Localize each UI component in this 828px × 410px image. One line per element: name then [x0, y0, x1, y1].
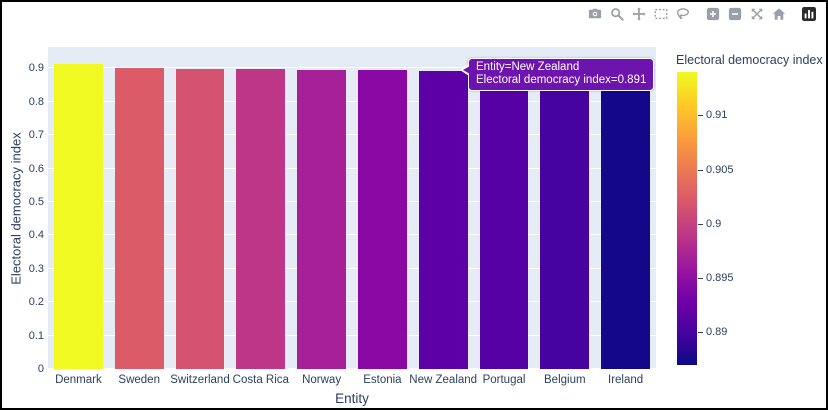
y-tick-label: 0.6 — [28, 162, 44, 175]
zoom-in-icon[interactable] — [704, 5, 722, 23]
bar-ireland[interactable] — [601, 72, 650, 369]
gridline — [48, 334, 656, 336]
y-tick-label: 0.3 — [28, 262, 44, 275]
gridline — [48, 267, 656, 269]
colorbar-tick-label: 0.9 — [706, 217, 722, 230]
y-tick-label: 0.2 — [28, 296, 44, 309]
y-tick-label: 0.4 — [28, 229, 44, 242]
bar-estonia[interactable] — [358, 70, 407, 369]
lasso-icon[interactable] — [674, 5, 692, 23]
pan-icon[interactable] — [630, 5, 648, 23]
x-tick-label: Estonia — [363, 374, 402, 386]
colorbar-tick-mark — [698, 169, 703, 171]
bar-new-zealand[interactable] — [418, 71, 468, 369]
bar-portugal[interactable] — [479, 71, 529, 369]
colorbar-tick-label: 0.91 — [706, 109, 728, 122]
gridline — [48, 134, 656, 136]
x-tick-label: Portugal — [482, 374, 526, 386]
x-tick-label: Denmark — [55, 374, 102, 386]
colorbar-tick-mark — [698, 115, 703, 117]
colorbar-tick-mark — [698, 278, 703, 280]
colorbar-tick-label: 0.905 — [706, 163, 734, 176]
x-tick-label: Costa Rica — [232, 374, 289, 386]
gridline — [48, 301, 656, 303]
x-tick-label: Sweden — [118, 374, 160, 386]
gridline — [48, 100, 656, 102]
colorbar-title: Electoral democracy index — [676, 53, 823, 67]
y-tick-label: 0 — [37, 363, 44, 375]
autoscale-icon[interactable] — [748, 5, 766, 23]
zoom-icon[interactable] — [608, 5, 626, 23]
gridline — [48, 67, 656, 69]
bar-norway[interactable] — [297, 69, 346, 369]
bar-belgium[interactable] — [540, 72, 590, 369]
y-tick-label: 0.8 — [28, 95, 44, 108]
plot-area[interactable] — [48, 47, 656, 369]
x-tick-label: Norway — [302, 374, 342, 386]
bar-costa-rica[interactable] — [236, 69, 286, 369]
plotly-modebar — [582, 5, 818, 23]
colorbar-tick-mark — [698, 332, 703, 334]
y-tick-label: 0.7 — [28, 129, 44, 142]
reset-home-icon[interactable] — [770, 5, 788, 23]
x-tick-label: Ireland — [608, 374, 644, 386]
gridline — [48, 368, 656, 369]
tooltip-line-entity: Entity=New Zealand — [476, 61, 580, 73]
gridline — [48, 201, 656, 202]
x-tick-label: Switzerland — [170, 374, 230, 386]
tooltip-line-value: Electoral democracy index=0.891 — [476, 74, 647, 86]
bar-denmark[interactable] — [54, 63, 103, 369]
colorbar-tick-label: 0.89 — [706, 326, 728, 339]
gridline — [48, 167, 656, 169]
camera-icon[interactable] — [586, 5, 604, 23]
y-tick-label: 0.1 — [28, 329, 44, 342]
x-axis-title: Entity — [335, 391, 369, 406]
y-tick-label: 0.5 — [28, 195, 44, 208]
colorbar-tick-label: 0.895 — [706, 272, 734, 285]
colorbar-gradient — [677, 72, 697, 365]
gridline — [48, 234, 656, 236]
x-tick-label: New Zealand — [409, 374, 478, 386]
y-tick-label: 0.9 — [28, 62, 44, 75]
colorbar-tick-mark — [698, 223, 703, 225]
zoom-out-icon[interactable] — [726, 5, 744, 23]
box-select-icon[interactable] — [652, 5, 670, 23]
hover-tooltip: Entity=New Zealand Electoral democracy i… — [459, 58, 655, 91]
bar-sweden[interactable] — [114, 68, 164, 369]
bar-switzerland[interactable] — [175, 68, 225, 369]
plotly-logo-icon[interactable] — [800, 5, 818, 23]
x-tick-label: Belgium — [544, 374, 586, 386]
